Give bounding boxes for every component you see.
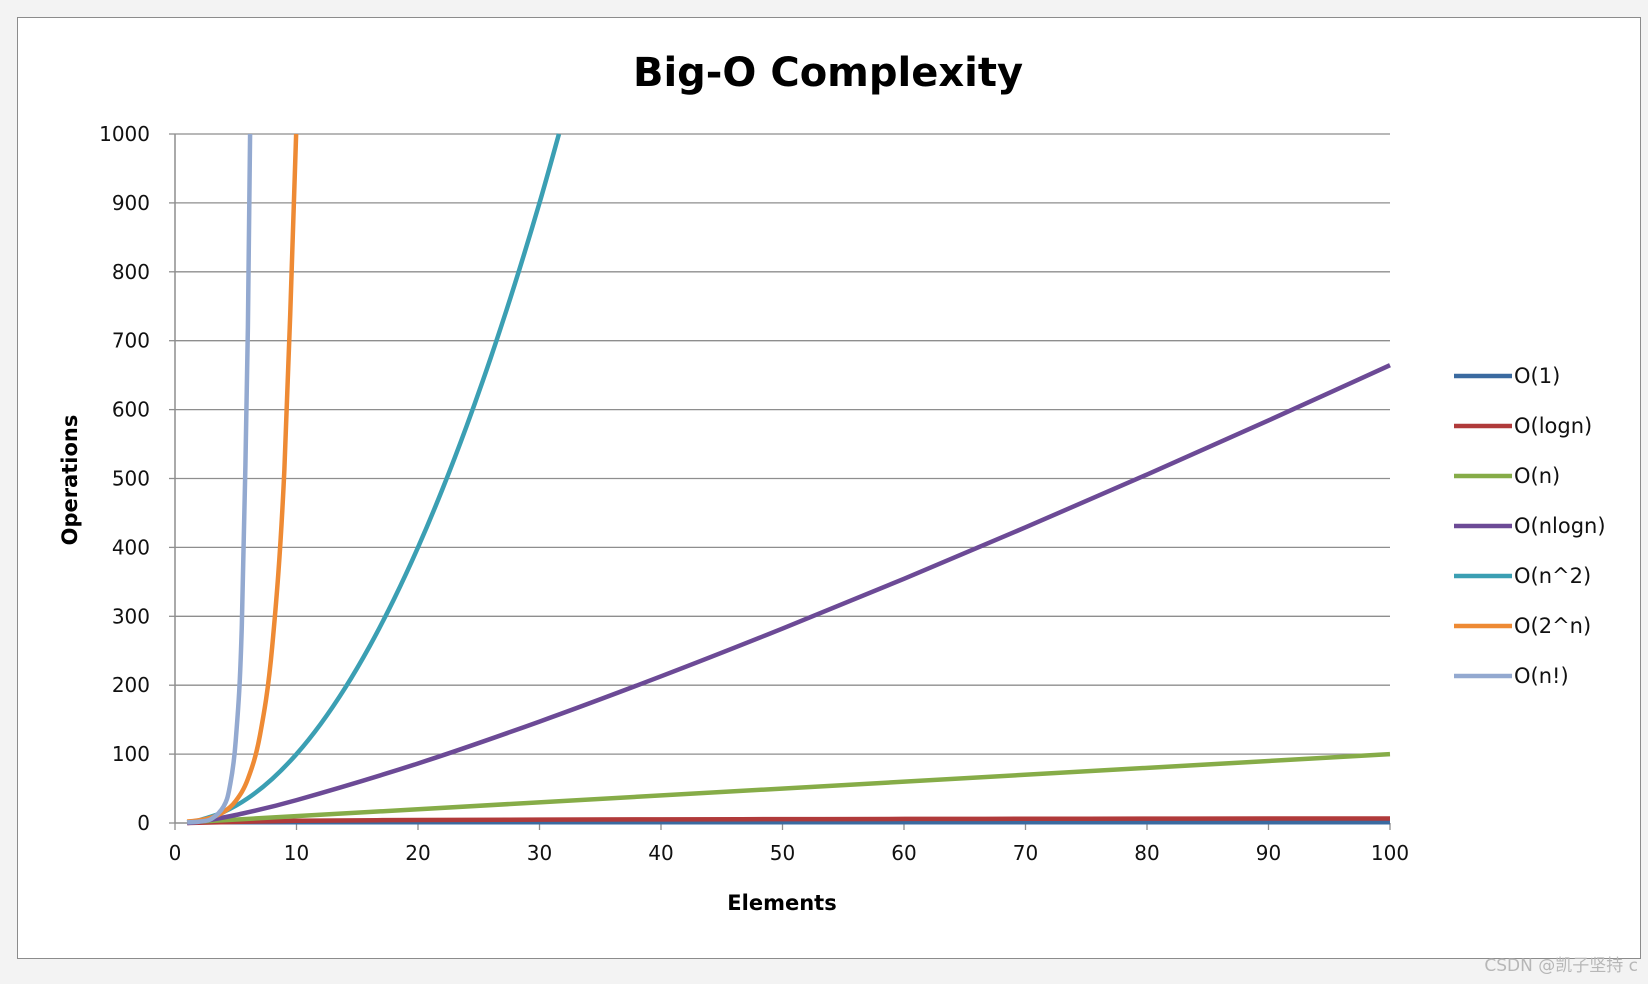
x-tick-label: 60 bbox=[891, 841, 916, 865]
y-tick-label: 1000 bbox=[99, 122, 150, 146]
y-tick-label: 100 bbox=[112, 742, 150, 766]
series-lines bbox=[186, 133, 1391, 826]
legend-label: O(n!) bbox=[1514, 664, 1569, 688]
x-tick-label: 90 bbox=[1256, 841, 1281, 865]
series-line-o-n bbox=[187, 133, 253, 825]
series-line-o-2-n bbox=[186, 133, 299, 824]
y-tick-label: 400 bbox=[112, 535, 150, 559]
legend-label: O(1) bbox=[1514, 364, 1560, 388]
legend-label: O(logn) bbox=[1514, 414, 1592, 438]
legend-label: O(nlogn) bbox=[1514, 514, 1606, 538]
series-line-o-n bbox=[187, 751, 1391, 825]
y-tick-label: 600 bbox=[112, 398, 150, 422]
axes bbox=[169, 133, 1391, 830]
grid-lines bbox=[175, 133, 1390, 755]
y-tick-label: 200 bbox=[112, 673, 150, 697]
legend: O(1) O(logn) O(n) O(nlogn) O(n^2) O(2^n) O(n!) bbox=[1454, 364, 1606, 688]
legend-item-o-n-2: O(n^2) bbox=[1454, 564, 1591, 588]
y-axis-label: Operations bbox=[58, 415, 82, 546]
x-tick-label: 0 bbox=[169, 841, 182, 865]
legend-label: O(n) bbox=[1514, 464, 1560, 488]
series-line-o-n-2 bbox=[186, 133, 562, 825]
y-tick-label: 0 bbox=[137, 811, 150, 835]
series-line-o-logn bbox=[187, 816, 1391, 826]
legend-item-o-n: O(n) bbox=[1454, 464, 1560, 488]
watermark: CSDN @凯子坚持 c bbox=[1484, 956, 1638, 976]
x-tick-label: 30 bbox=[527, 841, 552, 865]
x-tick-label: 80 bbox=[1134, 841, 1159, 865]
y-tick-label: 900 bbox=[112, 191, 150, 215]
legend-label: O(2^n) bbox=[1514, 614, 1591, 638]
y-tick-label: 300 bbox=[112, 604, 150, 628]
legend-label: O(n^2) bbox=[1514, 564, 1591, 588]
chart-title: Big-O Complexity bbox=[633, 50, 1023, 96]
x-tick-label: 50 bbox=[770, 841, 795, 865]
tick-labels: 0 100 200 300 400 500 600 700 800 900 1000 0 10 20 30 4… bbox=[99, 122, 1409, 865]
y-tick-label: 800 bbox=[112, 260, 150, 284]
x-tick-label: 70 bbox=[1013, 841, 1038, 865]
legend-item-o-n: O(n!) bbox=[1454, 664, 1569, 688]
legend-item-o-1: O(1) bbox=[1454, 364, 1560, 388]
y-tick-label: 700 bbox=[112, 329, 150, 353]
series-line-o-nlogn bbox=[186, 363, 1391, 826]
x-tick-label: 10 bbox=[284, 841, 309, 865]
x-tick-label: 100 bbox=[1371, 841, 1409, 865]
x-tick-label: 20 bbox=[405, 841, 430, 865]
legend-item-o-2-n: O(2^n) bbox=[1454, 614, 1591, 638]
x-tick-label: 40 bbox=[648, 841, 673, 865]
x-axis-label: Elements bbox=[727, 891, 836, 915]
legend-item-o-logn: O(logn) bbox=[1454, 414, 1592, 438]
y-tick-label: 500 bbox=[112, 467, 150, 491]
legend-item-o-nlogn: O(nlogn) bbox=[1454, 514, 1606, 538]
